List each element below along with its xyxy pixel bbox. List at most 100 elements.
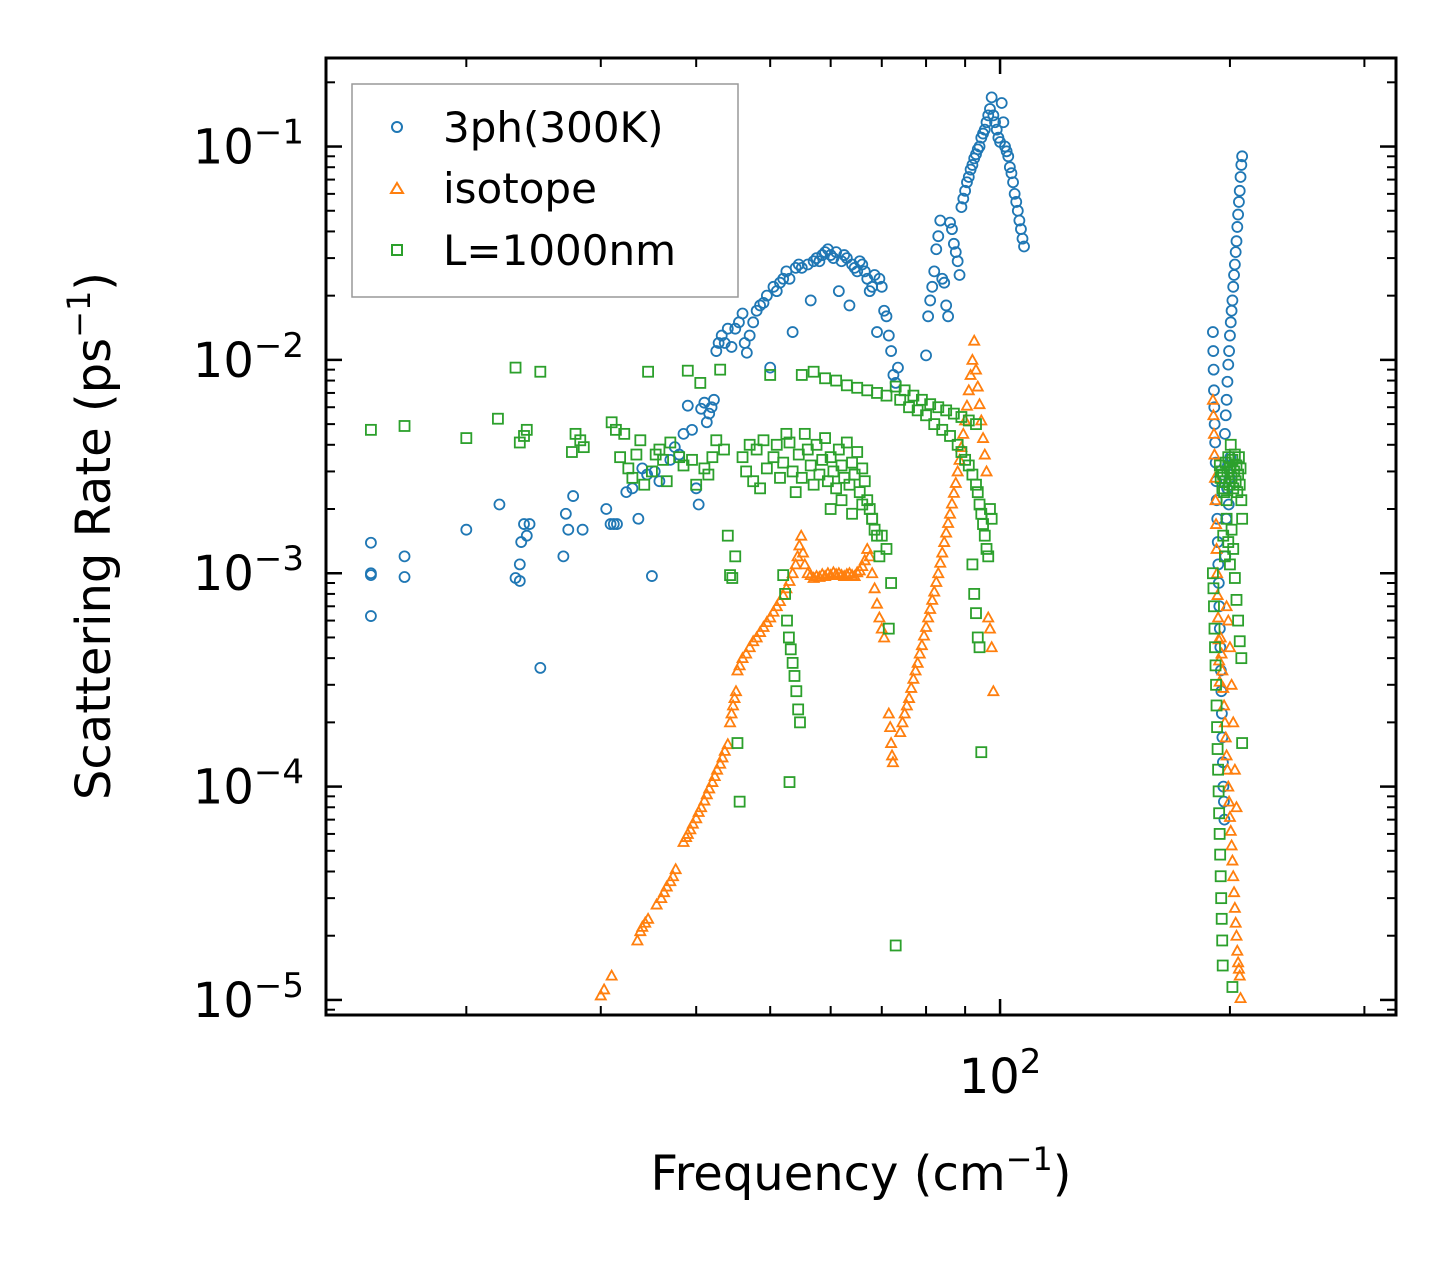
point-3ph bbox=[740, 346, 753, 359]
point-3ph bbox=[1219, 427, 1231, 440]
point-l1000nm bbox=[1235, 652, 1248, 665]
point-l1000nm bbox=[786, 465, 799, 478]
point-l1000nm bbox=[1227, 482, 1240, 495]
point-isotope bbox=[865, 566, 879, 579]
point-isotope bbox=[1222, 794, 1236, 807]
series-2 bbox=[365, 361, 1249, 993]
point-3ph bbox=[944, 216, 956, 229]
point-isotope bbox=[832, 566, 846, 579]
point-3ph bbox=[460, 523, 473, 536]
point-l1000nm bbox=[819, 372, 831, 385]
point-isotope bbox=[708, 769, 722, 781]
point-l1000nm bbox=[721, 529, 734, 542]
point-3ph bbox=[971, 143, 984, 156]
point-3ph bbox=[562, 523, 575, 536]
point-isotope bbox=[902, 691, 916, 703]
point-3ph bbox=[1235, 159, 1248, 171]
point-3ph bbox=[1221, 375, 1234, 388]
point-isotope bbox=[1230, 943, 1244, 956]
point-3ph bbox=[932, 230, 945, 243]
point-l1000nm bbox=[1232, 614, 1245, 627]
point-l1000nm bbox=[618, 427, 631, 440]
point-isotope bbox=[908, 663, 923, 676]
point-3ph bbox=[821, 243, 834, 256]
point-isotope bbox=[1220, 748, 1234, 761]
point-isotope bbox=[985, 640, 999, 653]
point-isotope bbox=[721, 737, 735, 750]
point-l1000nm bbox=[780, 427, 793, 440]
point-l1000nm bbox=[1213, 828, 1226, 840]
point-l1000nm bbox=[1207, 567, 1219, 580]
point-isotope bbox=[1225, 853, 1239, 866]
point-3ph bbox=[995, 97, 1008, 109]
point-isotope bbox=[594, 988, 608, 1001]
point-l1000nm bbox=[798, 427, 811, 440]
point-isotope bbox=[860, 542, 874, 554]
point-3ph bbox=[985, 91, 998, 104]
point-isotope bbox=[789, 557, 803, 570]
point-l1000nm bbox=[736, 451, 749, 464]
point-3ph bbox=[1233, 184, 1246, 197]
point-l1000nm bbox=[750, 443, 763, 456]
point-3ph bbox=[729, 322, 742, 335]
point-isotope bbox=[1226, 715, 1240, 728]
point-3ph bbox=[1232, 208, 1245, 221]
point-3ph bbox=[980, 116, 993, 129]
point-l1000nm bbox=[903, 401, 915, 414]
point-isotope bbox=[605, 968, 619, 981]
point-3ph bbox=[721, 322, 734, 335]
point-3ph bbox=[878, 304, 891, 317]
point-3ph bbox=[938, 276, 951, 289]
point-l1000nm bbox=[747, 475, 760, 488]
point-isotope bbox=[941, 516, 955, 528]
point-isotope bbox=[794, 528, 808, 541]
point-isotope bbox=[766, 604, 781, 617]
point-3ph bbox=[653, 475, 666, 488]
point-3ph bbox=[518, 518, 530, 530]
point-isotope bbox=[1225, 838, 1239, 851]
point-isotope bbox=[837, 569, 851, 581]
point-3ph bbox=[946, 223, 958, 236]
point-l1000nm bbox=[968, 588, 981, 600]
point-l1000nm bbox=[970, 418, 982, 431]
point-isotope bbox=[733, 658, 747, 671]
point-l1000nm bbox=[518, 430, 530, 442]
point-l1000nm bbox=[1236, 737, 1249, 749]
point-l1000nm bbox=[936, 423, 949, 436]
point-3ph bbox=[885, 345, 898, 357]
point-l1000nm bbox=[894, 393, 907, 406]
point-l1000nm bbox=[1233, 478, 1246, 491]
point-3ph bbox=[959, 184, 972, 197]
point-3ph bbox=[858, 265, 871, 278]
point-isotope bbox=[1210, 542, 1224, 554]
point-isotope bbox=[855, 559, 869, 572]
point-isotope bbox=[884, 736, 898, 748]
point-l1000nm bbox=[1228, 572, 1241, 584]
point-3ph bbox=[982, 109, 995, 122]
point-l1000nm bbox=[660, 475, 673, 488]
point-l1000nm bbox=[1235, 494, 1248, 507]
point-l1000nm bbox=[1233, 635, 1246, 648]
point-l1000nm bbox=[365, 423, 377, 436]
point-l1000nm bbox=[973, 641, 986, 654]
point-isotope bbox=[657, 885, 671, 898]
point-l1000nm bbox=[786, 656, 799, 669]
point-l1000nm bbox=[858, 475, 871, 488]
point-3ph bbox=[1231, 221, 1244, 233]
point-l1000nm bbox=[577, 441, 590, 454]
point-3ph bbox=[1007, 176, 1019, 189]
point-l1000nm bbox=[1208, 600, 1220, 613]
point-3ph bbox=[871, 326, 883, 338]
point-l1000nm bbox=[880, 389, 893, 402]
point-l1000nm bbox=[789, 486, 802, 499]
point-isotope bbox=[900, 698, 914, 711]
point-3ph bbox=[1234, 171, 1247, 183]
point-isotope bbox=[713, 756, 727, 769]
point-3ph bbox=[961, 176, 973, 189]
point-isotope bbox=[979, 464, 994, 477]
point-isotope bbox=[718, 744, 732, 756]
point-l1000nm bbox=[686, 453, 698, 466]
point-isotope bbox=[1207, 427, 1221, 439]
point-3ph bbox=[810, 252, 823, 264]
